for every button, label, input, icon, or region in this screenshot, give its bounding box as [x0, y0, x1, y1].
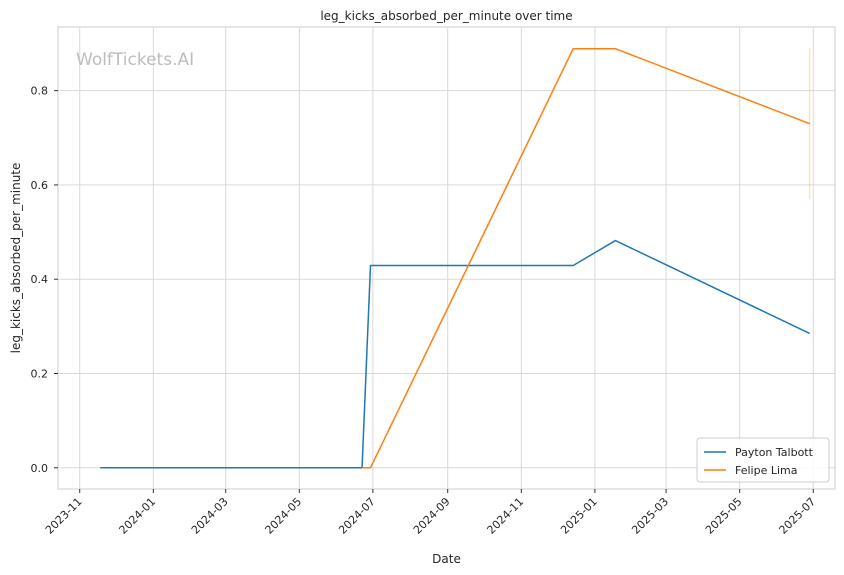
- series-line: [362, 47, 810, 469]
- x-tick-label: 2024-05: [263, 495, 305, 537]
- y-axis-ticks: 0.0 0.2 0.4 0.6 0.8: [31, 85, 58, 475]
- x-gridlines: [79, 27, 814, 489]
- x-tick-label: 2024-03: [189, 495, 231, 537]
- y-tick-label: 0.6: [31, 179, 49, 192]
- x-tick-label: 2023-11: [43, 495, 85, 537]
- x-tick-label: 2024-09: [411, 495, 453, 537]
- x-tick-label: 2025-01: [558, 495, 600, 537]
- x-tick-label: 2025-07: [777, 495, 819, 537]
- x-tick-label: 2025-03: [629, 495, 671, 537]
- y-axis-label: leg_kicks_absorbed_per_minute: [9, 163, 23, 354]
- legend-label: Felipe Lima: [735, 464, 798, 477]
- series-lines: [100, 47, 810, 469]
- y-tick-label: 0.8: [31, 85, 49, 98]
- x-tick-label: 2025-05: [703, 495, 745, 537]
- plot-area: [57, 26, 836, 490]
- x-axis-ticks: 2023-11 2024-01 2024-03 2024-05 2024-07 2024-…: [43, 489, 818, 537]
- legend-label: Payton Talbott: [735, 446, 814, 459]
- chart-title: leg_kicks_absorbed_per_minute over time: [320, 9, 572, 23]
- x-tick-label: 2024-01: [117, 495, 159, 537]
- legend: Payton Talbott Felipe Lima: [696, 437, 830, 483]
- series-line: [100, 239, 810, 469]
- x-axis-label: Date: [432, 552, 461, 566]
- y-tick-label: 0.0: [31, 462, 49, 475]
- y-tick-label: 0.4: [31, 273, 49, 286]
- y-tick-label: 0.2: [31, 368, 49, 381]
- legend-box: [696, 437, 830, 483]
- x-tick-label: 2024-07: [336, 495, 378, 537]
- x-tick-label: 2024-11: [485, 495, 527, 537]
- watermark: WolfTickets.AI: [76, 50, 194, 70]
